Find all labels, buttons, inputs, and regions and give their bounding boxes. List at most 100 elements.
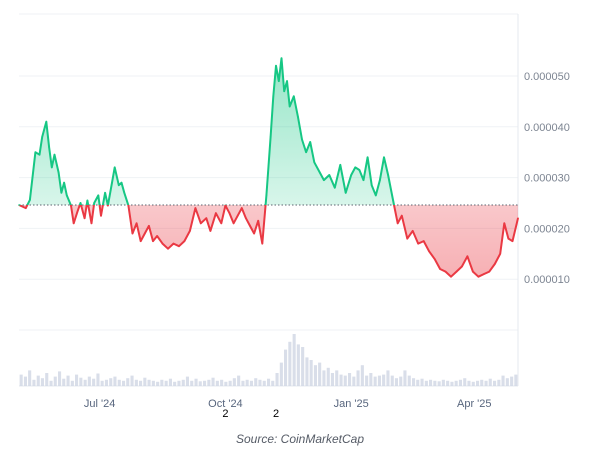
volume-bar (28, 370, 32, 386)
volume-bar (203, 380, 207, 386)
data-point (387, 174, 389, 176)
volume-bar (164, 380, 168, 386)
volume-bar (514, 374, 518, 386)
data-point (104, 192, 106, 194)
data-point (63, 181, 65, 184)
volume-bar (79, 377, 83, 386)
data-point (144, 232, 146, 235)
volume-bar (258, 379, 262, 386)
volume-bar (190, 380, 194, 386)
data-point (18, 204, 20, 206)
data-point (433, 258, 436, 260)
data-point (472, 270, 474, 273)
data-point (362, 179, 365, 181)
volume-bar (399, 376, 403, 386)
data-point (455, 270, 458, 273)
data-point (280, 57, 283, 59)
volume-bar (211, 377, 215, 386)
data-point (97, 194, 100, 197)
data-point (127, 204, 130, 207)
data-point (466, 255, 469, 258)
volume-bar (429, 379, 433, 386)
data-point (200, 222, 202, 225)
volume-bar (493, 380, 497, 386)
data-point (77, 209, 79, 212)
volume-bar (275, 373, 279, 386)
volume-bar (476, 380, 480, 386)
data-point (156, 235, 158, 237)
data-point (358, 169, 361, 171)
volume-bar (330, 373, 334, 386)
data-point (172, 242, 175, 245)
data-point (118, 184, 120, 186)
event-marker[interactable]: 2 (222, 408, 228, 420)
volume-bar (249, 380, 253, 386)
volume-bar (322, 370, 326, 386)
data-point (41, 136, 43, 138)
data-point (209, 230, 212, 232)
volume-bar (40, 378, 44, 386)
data-point (70, 204, 72, 207)
volume-bar (267, 378, 271, 386)
volume-bar (245, 379, 249, 386)
data-point (189, 230, 191, 232)
volume-bar (309, 360, 313, 386)
data-point (517, 217, 519, 219)
volume-bar (83, 379, 87, 386)
data-point (139, 240, 142, 242)
data-point (253, 232, 255, 235)
y-axis: 0.000010 0.000020 0.000030 0.000040 0.000050 (524, 71, 570, 286)
volume-bar (365, 375, 369, 386)
data-point (261, 242, 264, 245)
volume-bar (420, 378, 424, 386)
area-below-baseline (19, 205, 518, 277)
data-point (488, 270, 491, 273)
data-point (83, 217, 86, 219)
data-point (224, 204, 227, 207)
volume-bar (463, 378, 467, 386)
data-point (396, 222, 399, 225)
volume-bar (484, 380, 488, 386)
y-tick-label: 0.000010 (524, 274, 570, 286)
volume-bar (412, 378, 416, 386)
data-point (249, 225, 251, 227)
volume-bar (471, 381, 475, 386)
data-point (272, 95, 275, 98)
data-point (334, 186, 336, 189)
data-point (148, 225, 150, 227)
data-point (293, 95, 295, 98)
volume-bar (369, 373, 373, 386)
data-point (45, 120, 48, 123)
volume-bar (96, 373, 100, 386)
volume-bar (151, 380, 155, 386)
volume-bar (113, 376, 117, 386)
x-axis: Jul '24 Oct '24 Jan '25 Apr '25 (84, 398, 492, 410)
price-chart: 0.000010 0.000020 0.000030 0.000040 0.000050… (18, 13, 570, 420)
event-marker[interactable]: 2 (273, 408, 279, 420)
volume-bar (296, 344, 300, 386)
volume-bar (220, 379, 224, 386)
data-point (215, 212, 217, 214)
volume-bar (450, 381, 454, 386)
data-point (66, 194, 68, 197)
data-point (350, 174, 353, 176)
data-point (25, 207, 27, 209)
volume-bar (348, 373, 352, 386)
volume-bar (407, 375, 411, 386)
data-point (301, 138, 303, 141)
data-point (503, 222, 506, 225)
data-point (100, 214, 102, 217)
volume-bar (134, 379, 138, 386)
data-point (477, 275, 480, 278)
data-point (34, 151, 37, 153)
data-point (319, 171, 321, 174)
volume-bar (416, 379, 420, 386)
volume-bar (467, 380, 471, 386)
volume-bar (177, 380, 181, 386)
volume-bar (181, 379, 185, 386)
volume-bar (403, 370, 407, 386)
y-tick-label: 0.000040 (524, 122, 570, 134)
x-tick-label: Oct '24 (208, 398, 243, 410)
volume-bar (53, 376, 57, 386)
data-point (107, 204, 109, 207)
